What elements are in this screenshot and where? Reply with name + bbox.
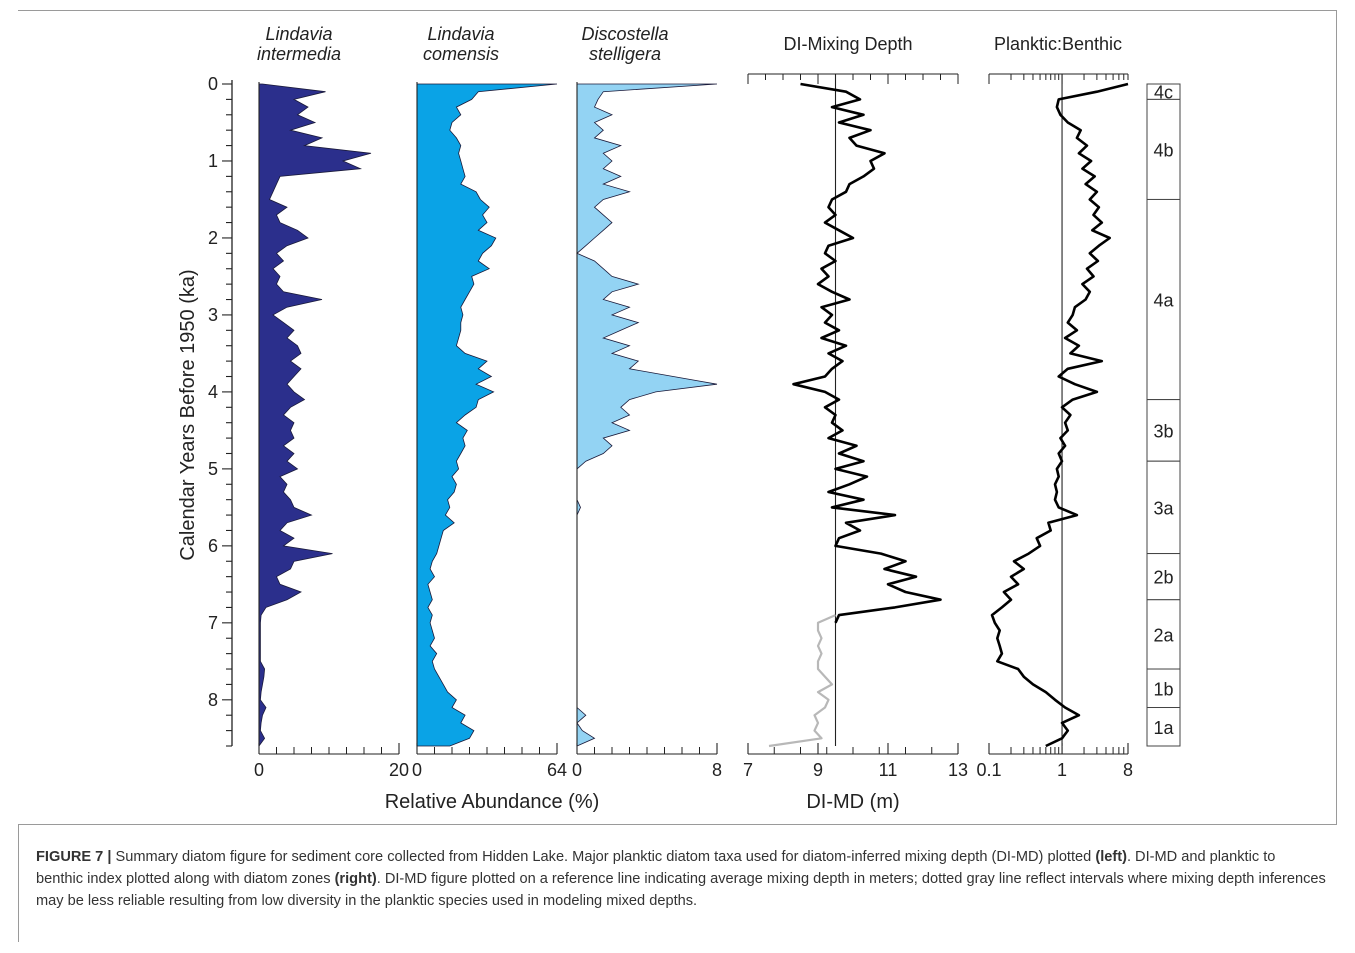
- y-tick-label: 7: [208, 613, 218, 633]
- zone-label: 1b: [1153, 679, 1173, 699]
- zone-label: 4b: [1153, 140, 1173, 160]
- zone-box: [1146, 460, 1181, 555]
- pb-series: [990, 82, 1129, 748]
- zone-box: [1146, 668, 1181, 709]
- frame-left: [18, 824, 19, 942]
- zone-label: 3b: [1153, 421, 1173, 441]
- pb-x-tick-label: 8: [1123, 760, 1133, 780]
- panel-title-5: Planktic:Benthic: [994, 34, 1122, 54]
- y-tick-label: 8: [208, 690, 218, 710]
- panel-3-x-tick-label: 0: [572, 760, 582, 780]
- dimd-x-tick-label: 7: [743, 760, 753, 780]
- panel-2-x-tick-label: 64: [547, 760, 567, 780]
- caption-part3: . DI-MD figure plotted on a reference li…: [36, 871, 1326, 909]
- dimd-x-tick-label: 11: [879, 760, 898, 780]
- panel-title-3: stelligera: [589, 44, 661, 64]
- panel-1-x-tick-label: 0: [254, 760, 264, 780]
- y-tick-label: 3: [208, 305, 218, 325]
- caption-part2: . DI-MD and planktic to benthic index pl…: [36, 849, 1276, 887]
- x-axis-label-left: Relative Abundance (%): [385, 791, 600, 813]
- y-tick-label: 4: [208, 382, 218, 402]
- dimd-x-tick-label: 13: [948, 760, 968, 780]
- frame-right: [1336, 10, 1337, 825]
- y-tick-label: 6: [208, 536, 218, 556]
- panel-title-2: Lindavia: [427, 24, 494, 44]
- zone-label: 3a: [1153, 498, 1174, 518]
- panel-1-x-tick-label: 20: [389, 760, 409, 780]
- pb-x-tick-label: 0.1: [976, 760, 1001, 780]
- y-tick-label: 2: [208, 228, 218, 248]
- y-tick-label: 1: [208, 151, 218, 171]
- y-tick-label: 5: [208, 459, 218, 479]
- zone-label: 4c: [1154, 83, 1173, 103]
- panel-2-x-tick-label: 0: [412, 760, 422, 780]
- area-series-1: [258, 83, 372, 748]
- caption-right: (right): [334, 871, 377, 887]
- dimd-x-tick-label: 9: [813, 760, 823, 780]
- panel-title-4: DI-Mixing Depth: [783, 34, 912, 54]
- y-axis-label: Calendar Years Before 1950 (ka): [177, 269, 199, 560]
- panel-title-2: comensis: [423, 44, 499, 64]
- panel-title-1: Lindavia: [265, 24, 332, 44]
- area-series-3: [576, 83, 718, 747]
- panel-title-3: Discostella: [581, 24, 668, 44]
- zone-box: [1146, 98, 1181, 200]
- pb-x-tick-label: 1: [1057, 760, 1067, 780]
- frame-separator: [18, 824, 1337, 825]
- x-axis-label-dimd: DI-MD (m): [806, 791, 899, 813]
- diatom-stratigraphy-chart: 0 1 2 3 4 5 6 7 8 Calendar Years Before 1950 (ka)…: [177, 24, 1181, 813]
- zone-label: 2b: [1153, 568, 1173, 588]
- zone-box: [1146, 198, 1181, 401]
- zone-label: 4a: [1153, 291, 1174, 311]
- zone-label: 1a: [1153, 718, 1174, 738]
- panel-title-1: intermedia: [257, 44, 341, 64]
- zone-box: [1146, 707, 1181, 747]
- dimd-series: [792, 82, 942, 624]
- figure-caption: FIGURE 7 | Summary diatom figure for sed…: [36, 846, 1326, 912]
- caption-part1: Summary diatom figure for sediment core …: [111, 849, 1096, 865]
- frame-top: [18, 10, 1337, 11]
- area-series-2: [416, 83, 558, 747]
- caption-label: FIGURE 7 |: [36, 849, 112, 865]
- panel-3-x-tick-label: 8: [712, 760, 722, 780]
- caption-left: (left): [1095, 849, 1127, 865]
- zone-box: [1146, 599, 1181, 670]
- zone-label: 2a: [1153, 625, 1174, 645]
- dimd-unreliable-series: [768, 614, 836, 748]
- zone-box: [1146, 399, 1181, 462]
- y-tick-label: 0: [208, 74, 218, 94]
